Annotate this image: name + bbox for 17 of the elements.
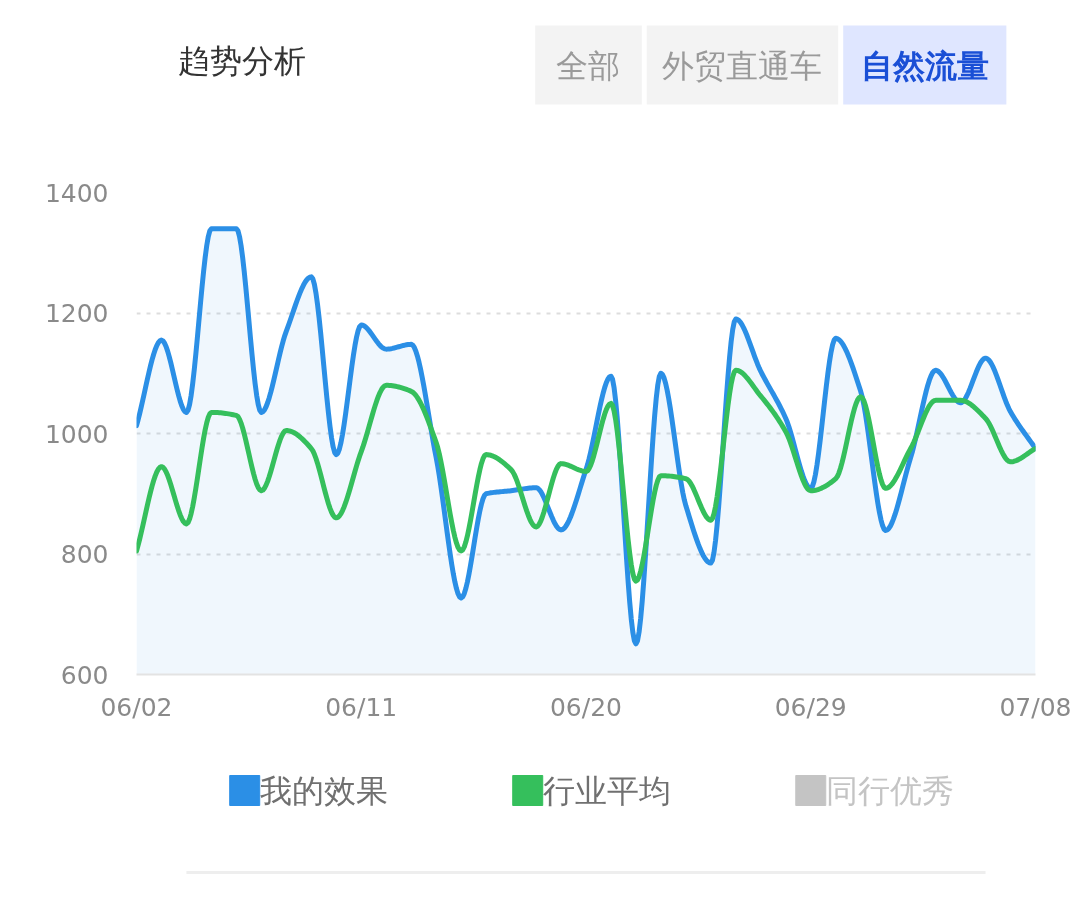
chart-title: 趋势分析 bbox=[178, 41, 307, 80]
x-tick-label: 06/02 bbox=[100, 692, 173, 722]
text: 外贸直通车 bbox=[662, 46, 823, 85]
y-tick-label: 1000 bbox=[44, 419, 109, 449]
legend-label: 我的效果 bbox=[259, 771, 388, 810]
text: 自然流量 bbox=[860, 46, 989, 85]
legend-label: 行业平均 bbox=[542, 771, 671, 810]
x-tick-label: 06/11 bbox=[325, 692, 398, 722]
legend-label: 同行优秀 bbox=[825, 771, 954, 810]
y-tick-label: 800 bbox=[60, 540, 109, 569]
x-tick-label: 06/20 bbox=[549, 692, 623, 722]
text: 全部 bbox=[556, 46, 621, 85]
y-tick-label: 1200 bbox=[44, 299, 109, 328]
y-tick-label: 600 bbox=[60, 660, 109, 690]
y-tick-label: 1400 bbox=[44, 178, 109, 208]
x-tick-label: 07/08 bbox=[999, 692, 1072, 722]
x-tick-label: 06/29 bbox=[774, 692, 847, 722]
